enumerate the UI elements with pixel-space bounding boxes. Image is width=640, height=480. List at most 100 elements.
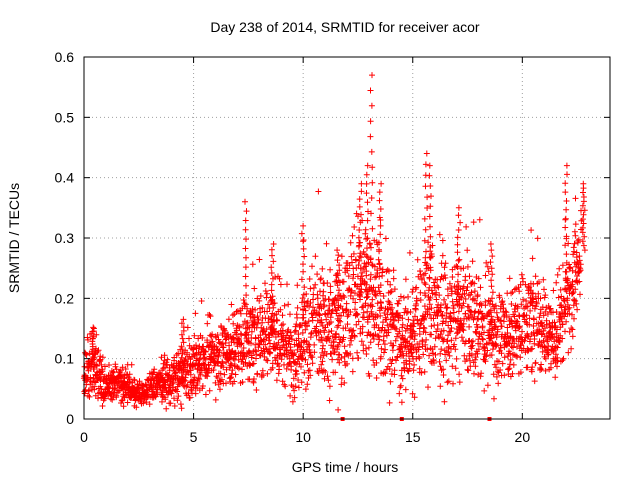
- data-point: [356, 227, 363, 233]
- data-point: [359, 323, 366, 330]
- data-point: [562, 242, 569, 249]
- data-point: [482, 353, 489, 360]
- data-point: [422, 270, 429, 277]
- data-point: [488, 277, 495, 284]
- data-point: [532, 359, 539, 366]
- data-point: [376, 336, 383, 343]
- data-point: [437, 350, 444, 357]
- x-axis-label: GPS time / hours: [292, 459, 399, 475]
- data-point: [493, 373, 500, 380]
- data-point: [307, 372, 314, 379]
- data-point: [367, 339, 374, 346]
- y-axis-label: SRMTID / TECUs: [6, 183, 22, 293]
- data-point: [289, 398, 296, 405]
- data-point: [426, 172, 433, 179]
- data-point: [475, 275, 482, 282]
- data-point: [576, 268, 583, 275]
- data-point: [411, 394, 418, 401]
- data-point: [364, 245, 370, 252]
- data-point: [320, 342, 326, 349]
- data-point: [299, 295, 306, 302]
- data-point: [273, 377, 280, 384]
- data-point: [248, 328, 255, 335]
- data-point: [484, 347, 491, 354]
- data-point: [553, 309, 560, 315]
- data-point: [498, 350, 505, 357]
- data-point: [513, 320, 520, 326]
- data-point: [455, 308, 462, 315]
- data-point: [560, 355, 567, 362]
- data-point: [498, 317, 505, 324]
- y-tick-label: 0.5: [55, 109, 75, 125]
- data-point: [212, 396, 219, 403]
- data-point: [198, 298, 205, 304]
- data-point: [229, 312, 236, 319]
- data-point: [336, 359, 343, 366]
- data-point: [376, 307, 383, 314]
- data-point: [397, 384, 404, 391]
- data-point: [358, 273, 365, 280]
- data-point: [380, 333, 387, 340]
- data-point: [167, 400, 174, 407]
- data-point: [528, 227, 535, 234]
- data-point: [228, 301, 235, 308]
- data-point: [363, 236, 370, 242]
- data-point: [572, 195, 579, 202]
- data-point: [506, 365, 513, 372]
- data-point: [386, 268, 392, 275]
- data-point: [336, 312, 343, 319]
- data-point: [242, 217, 249, 224]
- data-point: [475, 309, 482, 316]
- data-point: [427, 223, 433, 230]
- data-point: [377, 231, 384, 238]
- data-point: [427, 254, 434, 261]
- data-point: [544, 311, 551, 317]
- data-point: [562, 224, 569, 231]
- data-point: [364, 162, 371, 169]
- data-point: [570, 251, 577, 258]
- data-point: [253, 348, 260, 355]
- data-point: [335, 322, 342, 329]
- data-point: [269, 252, 275, 259]
- data-point: [343, 307, 350, 314]
- data-point: [456, 256, 463, 263]
- data-point: [382, 346, 389, 353]
- data-point: [406, 358, 413, 365]
- data-point: [572, 221, 579, 228]
- data-point: [368, 210, 374, 217]
- data-point: [398, 372, 405, 379]
- data-point: [265, 301, 271, 308]
- data-point: [351, 224, 358, 230]
- data-point: [467, 357, 473, 364]
- data-point: [262, 280, 268, 287]
- data-point: [260, 372, 267, 379]
- data-point: [410, 367, 417, 374]
- data-point: [469, 338, 476, 344]
- data-point: [518, 301, 525, 308]
- data-point: [242, 198, 248, 205]
- data-point: [554, 354, 561, 361]
- data-point: [348, 287, 355, 294]
- data-point: [470, 359, 477, 366]
- data-point: [363, 171, 370, 178]
- data-point: [334, 307, 340, 314]
- data-point: [264, 308, 271, 315]
- data-point: [346, 341, 353, 348]
- data-point: [580, 180, 587, 187]
- data-point: [113, 366, 120, 373]
- data-point: [243, 236, 249, 243]
- data-point: [426, 301, 433, 308]
- data-point: [305, 318, 312, 325]
- data-point: [455, 286, 462, 293]
- data-point: [528, 346, 534, 353]
- data-point: [566, 310, 573, 317]
- data-point: [212, 379, 219, 386]
- data-point: [391, 367, 398, 374]
- data-point: [334, 257, 341, 264]
- data-point: [493, 309, 500, 316]
- data-point: [124, 399, 131, 406]
- data-point: [179, 358, 186, 365]
- data-point: [509, 370, 516, 377]
- data-point: [563, 198, 570, 204]
- data-point: [431, 360, 437, 366]
